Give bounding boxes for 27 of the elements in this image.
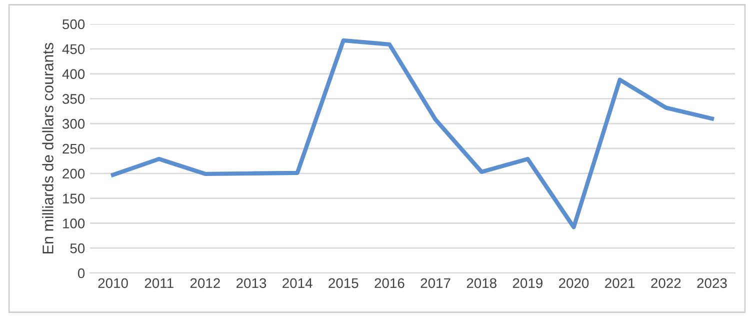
x-tick-label: 2011 xyxy=(144,278,174,288)
line-series xyxy=(110,38,714,230)
y-axis-title: En milliards de dollars courants xyxy=(42,42,54,254)
x-tick-label: 2013 xyxy=(236,278,266,288)
y-tick-label: 250 xyxy=(62,144,85,154)
x-tick-label: 2023 xyxy=(697,278,727,288)
x-tick-label: 2015 xyxy=(328,278,358,288)
x-tick-label: 2018 xyxy=(466,278,496,288)
x-tick-label: 2019 xyxy=(512,278,542,288)
x-tick-label: 2020 xyxy=(559,278,589,288)
y-tick-label: 500 xyxy=(62,19,85,30)
y-tick-label: 150 xyxy=(63,194,85,204)
y-tick-label: 300 xyxy=(62,118,85,129)
x-tick-label: 2021 xyxy=(605,278,635,288)
y-tick-label: 0 xyxy=(78,268,85,278)
x-tick-label: 2012 xyxy=(190,278,220,288)
x-tick-label: 2014 xyxy=(282,278,312,288)
y-tick-label: 350 xyxy=(62,94,85,104)
y-tick-label: 450 xyxy=(62,44,85,54)
y-tick-label: 100 xyxy=(63,218,85,228)
x-tick-label: 2022 xyxy=(651,278,681,288)
x-tick-label: 2016 xyxy=(374,278,404,288)
x-tick-label: 2010 xyxy=(98,278,128,288)
y-tick-label: 200 xyxy=(62,168,85,179)
y-tick-label: 400 xyxy=(62,69,85,79)
x-tick-label: 2017 xyxy=(420,278,450,288)
y-tick-label: 50 xyxy=(70,243,85,254)
